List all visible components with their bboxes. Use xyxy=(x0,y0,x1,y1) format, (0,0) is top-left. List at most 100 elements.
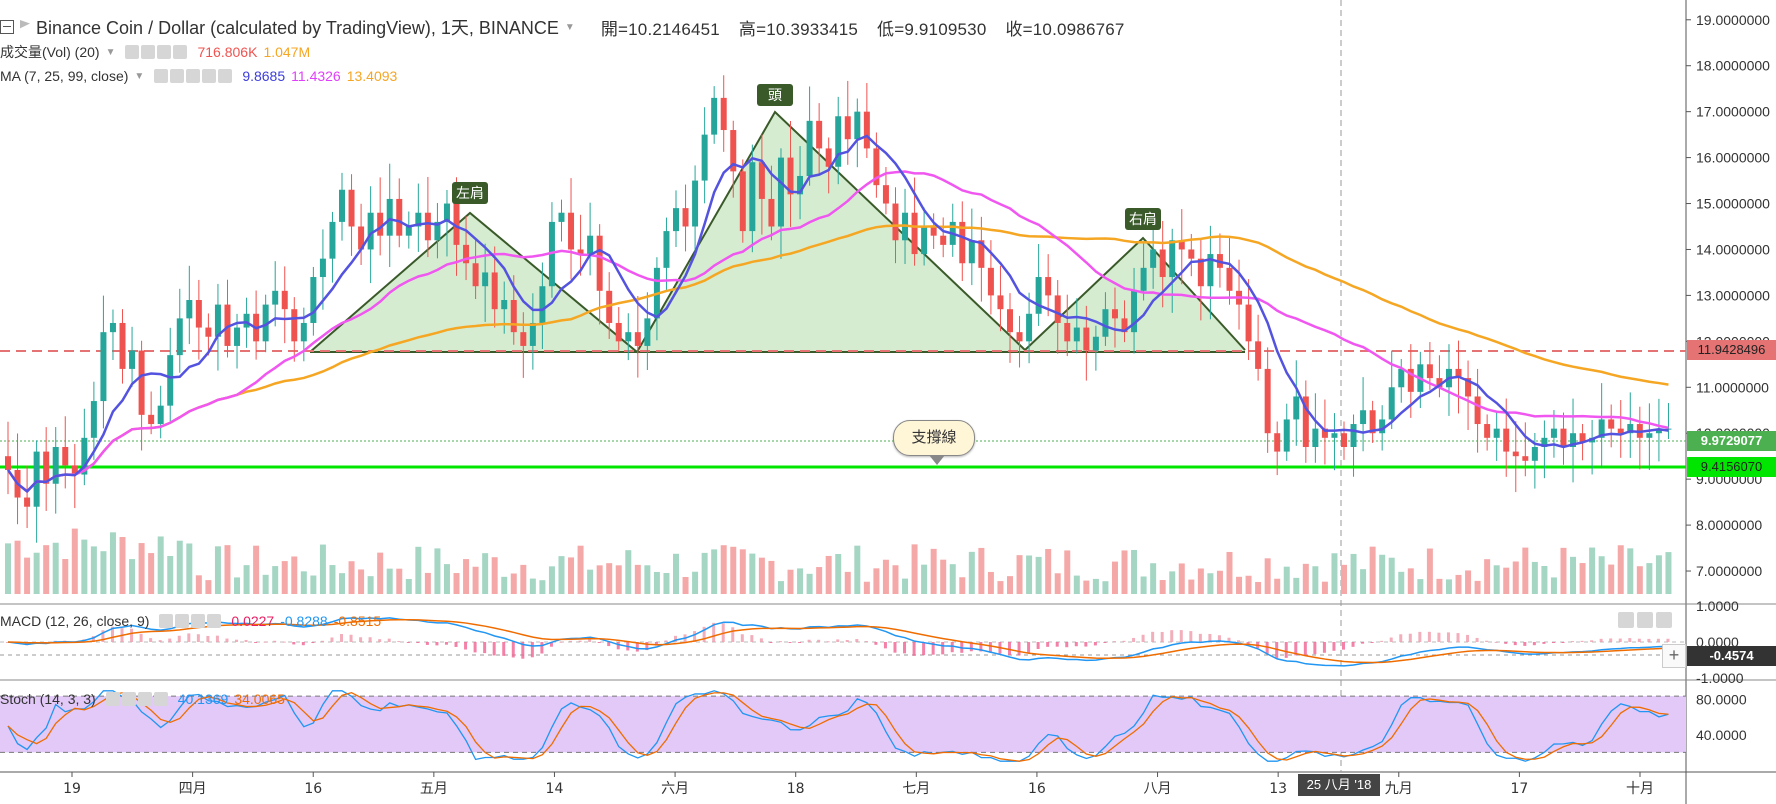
macd-histogram-bar xyxy=(616,642,620,650)
candle-body xyxy=(673,208,679,232)
candle-body xyxy=(625,332,632,342)
volume-bar xyxy=(625,550,632,594)
macd-histogram-bar xyxy=(836,639,840,642)
volume-bar xyxy=(1579,563,1586,594)
macd-histogram-bar xyxy=(588,639,592,642)
gear-icon[interactable] xyxy=(121,692,136,706)
stoch-indicator-name[interactable]: Stoch (14, 3, 3) xyxy=(0,691,96,707)
candle-body xyxy=(596,235,603,291)
symbol-title[interactable]: Binance Coin / Dollar (calculated by Tra… xyxy=(36,18,559,38)
resistance-price-tag: 11.9428496 xyxy=(1687,340,1776,360)
candle-body xyxy=(1350,424,1357,447)
volume-indicator-name[interactable]: 成交量(Vol) (20) xyxy=(0,44,100,60)
plus-icon[interactable]: + xyxy=(1662,644,1686,668)
volume-bar xyxy=(1598,556,1605,594)
right-shoulder-label-bg xyxy=(1125,208,1161,230)
macd-histogram-bar xyxy=(1551,642,1555,643)
plus-icon[interactable] xyxy=(157,45,172,59)
plus-icon[interactable] xyxy=(137,692,152,706)
collapse-icon[interactable] xyxy=(0,20,14,34)
volume-bar xyxy=(787,569,794,594)
candle-body xyxy=(1436,378,1443,388)
volume-bar xyxy=(720,545,727,594)
eye-icon[interactable] xyxy=(154,69,169,83)
candle-body xyxy=(243,313,250,328)
volume-bar xyxy=(1426,548,1433,594)
candle-body xyxy=(911,212,918,255)
macd-histogram-bar xyxy=(1342,642,1345,650)
close-icon[interactable] xyxy=(153,692,168,706)
candle-body xyxy=(1646,433,1653,438)
eye-icon[interactable] xyxy=(105,692,120,706)
candle-body xyxy=(844,116,851,140)
plus-icon[interactable] xyxy=(191,614,206,628)
macd-indicator-name[interactable]: MACD (12, 26, close, 9) xyxy=(0,613,150,629)
volume-bar xyxy=(768,560,775,594)
volume-bar xyxy=(777,581,784,594)
volume-bar xyxy=(1570,556,1577,594)
macd-histogram-bar xyxy=(798,642,802,643)
caret-down-icon[interactable]: ▼ xyxy=(564,21,575,33)
eye-icon[interactable] xyxy=(125,45,140,59)
volume-bar xyxy=(463,559,470,594)
macd-histogram-bar xyxy=(1456,633,1460,642)
candle-body xyxy=(281,290,288,310)
volume-bar xyxy=(539,580,546,594)
y-tick-label: 16.0000000 xyxy=(1696,150,1770,166)
volume-bar xyxy=(520,564,527,594)
macd-legend: MACD (12, 26, close, 9) 0.0227 -0.8288 -… xyxy=(0,613,381,629)
volume-bar xyxy=(1007,576,1013,594)
macd-histogram-bar xyxy=(874,642,878,645)
volume-bar xyxy=(205,580,212,594)
move-down-icon[interactable] xyxy=(1637,612,1653,628)
volume-bar xyxy=(167,555,174,594)
volume-bar xyxy=(1245,575,1252,594)
volume-bar xyxy=(806,573,813,594)
support-callout[interactable]: 支撐線 xyxy=(893,420,975,465)
source-icon[interactable] xyxy=(186,69,201,83)
macd-histogram-bar xyxy=(502,642,506,656)
volume-bar xyxy=(1207,573,1214,594)
x-tick-label: 五月 xyxy=(420,781,448,797)
volume-bar xyxy=(5,543,11,594)
gear-icon[interactable] xyxy=(141,45,156,59)
candle-body xyxy=(749,162,756,232)
eye-icon[interactable] xyxy=(159,614,174,628)
candle-body xyxy=(1617,428,1624,434)
macd-histogram-bar xyxy=(330,637,334,642)
flag-icon[interactable] xyxy=(20,20,30,29)
macd-histogram-bar xyxy=(855,639,859,642)
high-value: 高=10.3933415 xyxy=(738,19,859,39)
candle-body xyxy=(1226,267,1233,291)
gear-icon[interactable] xyxy=(170,69,185,83)
volume-bar xyxy=(291,556,298,594)
macd-histogram-bar xyxy=(1303,642,1307,656)
move-up-icon[interactable] xyxy=(1618,612,1634,628)
volume-bar xyxy=(1197,568,1204,594)
plus-icon[interactable] xyxy=(202,69,217,83)
gear-icon[interactable] xyxy=(175,614,190,628)
candle-body xyxy=(157,405,164,425)
volume-bar xyxy=(1274,578,1281,594)
macd-histogram-bar xyxy=(1351,642,1355,647)
close-icon[interactable] xyxy=(173,45,188,59)
volume-bar xyxy=(1188,579,1195,594)
caret-down-icon[interactable]: ▼ xyxy=(134,70,145,82)
macd-histogram-bar xyxy=(1628,638,1632,642)
close-icon[interactable] xyxy=(207,614,222,628)
macd-histogram-bar xyxy=(1370,642,1374,643)
close-icon[interactable] xyxy=(218,69,233,83)
candle-body xyxy=(1465,378,1472,397)
macd-histogram-bar xyxy=(139,633,143,642)
macd-histogram-bar xyxy=(578,640,582,642)
volume-bar xyxy=(176,540,183,594)
candle-body xyxy=(358,226,365,250)
volume-bar xyxy=(902,578,909,594)
macd-histogram-bar xyxy=(1008,642,1011,655)
maximize-icon[interactable] xyxy=(1656,612,1672,628)
candle-body xyxy=(558,212,565,222)
caret-down-icon[interactable]: ▼ xyxy=(105,46,116,58)
candle-body xyxy=(577,249,584,255)
ma-indicator-name[interactable]: MA (7, 25, 99, close) xyxy=(0,68,129,84)
